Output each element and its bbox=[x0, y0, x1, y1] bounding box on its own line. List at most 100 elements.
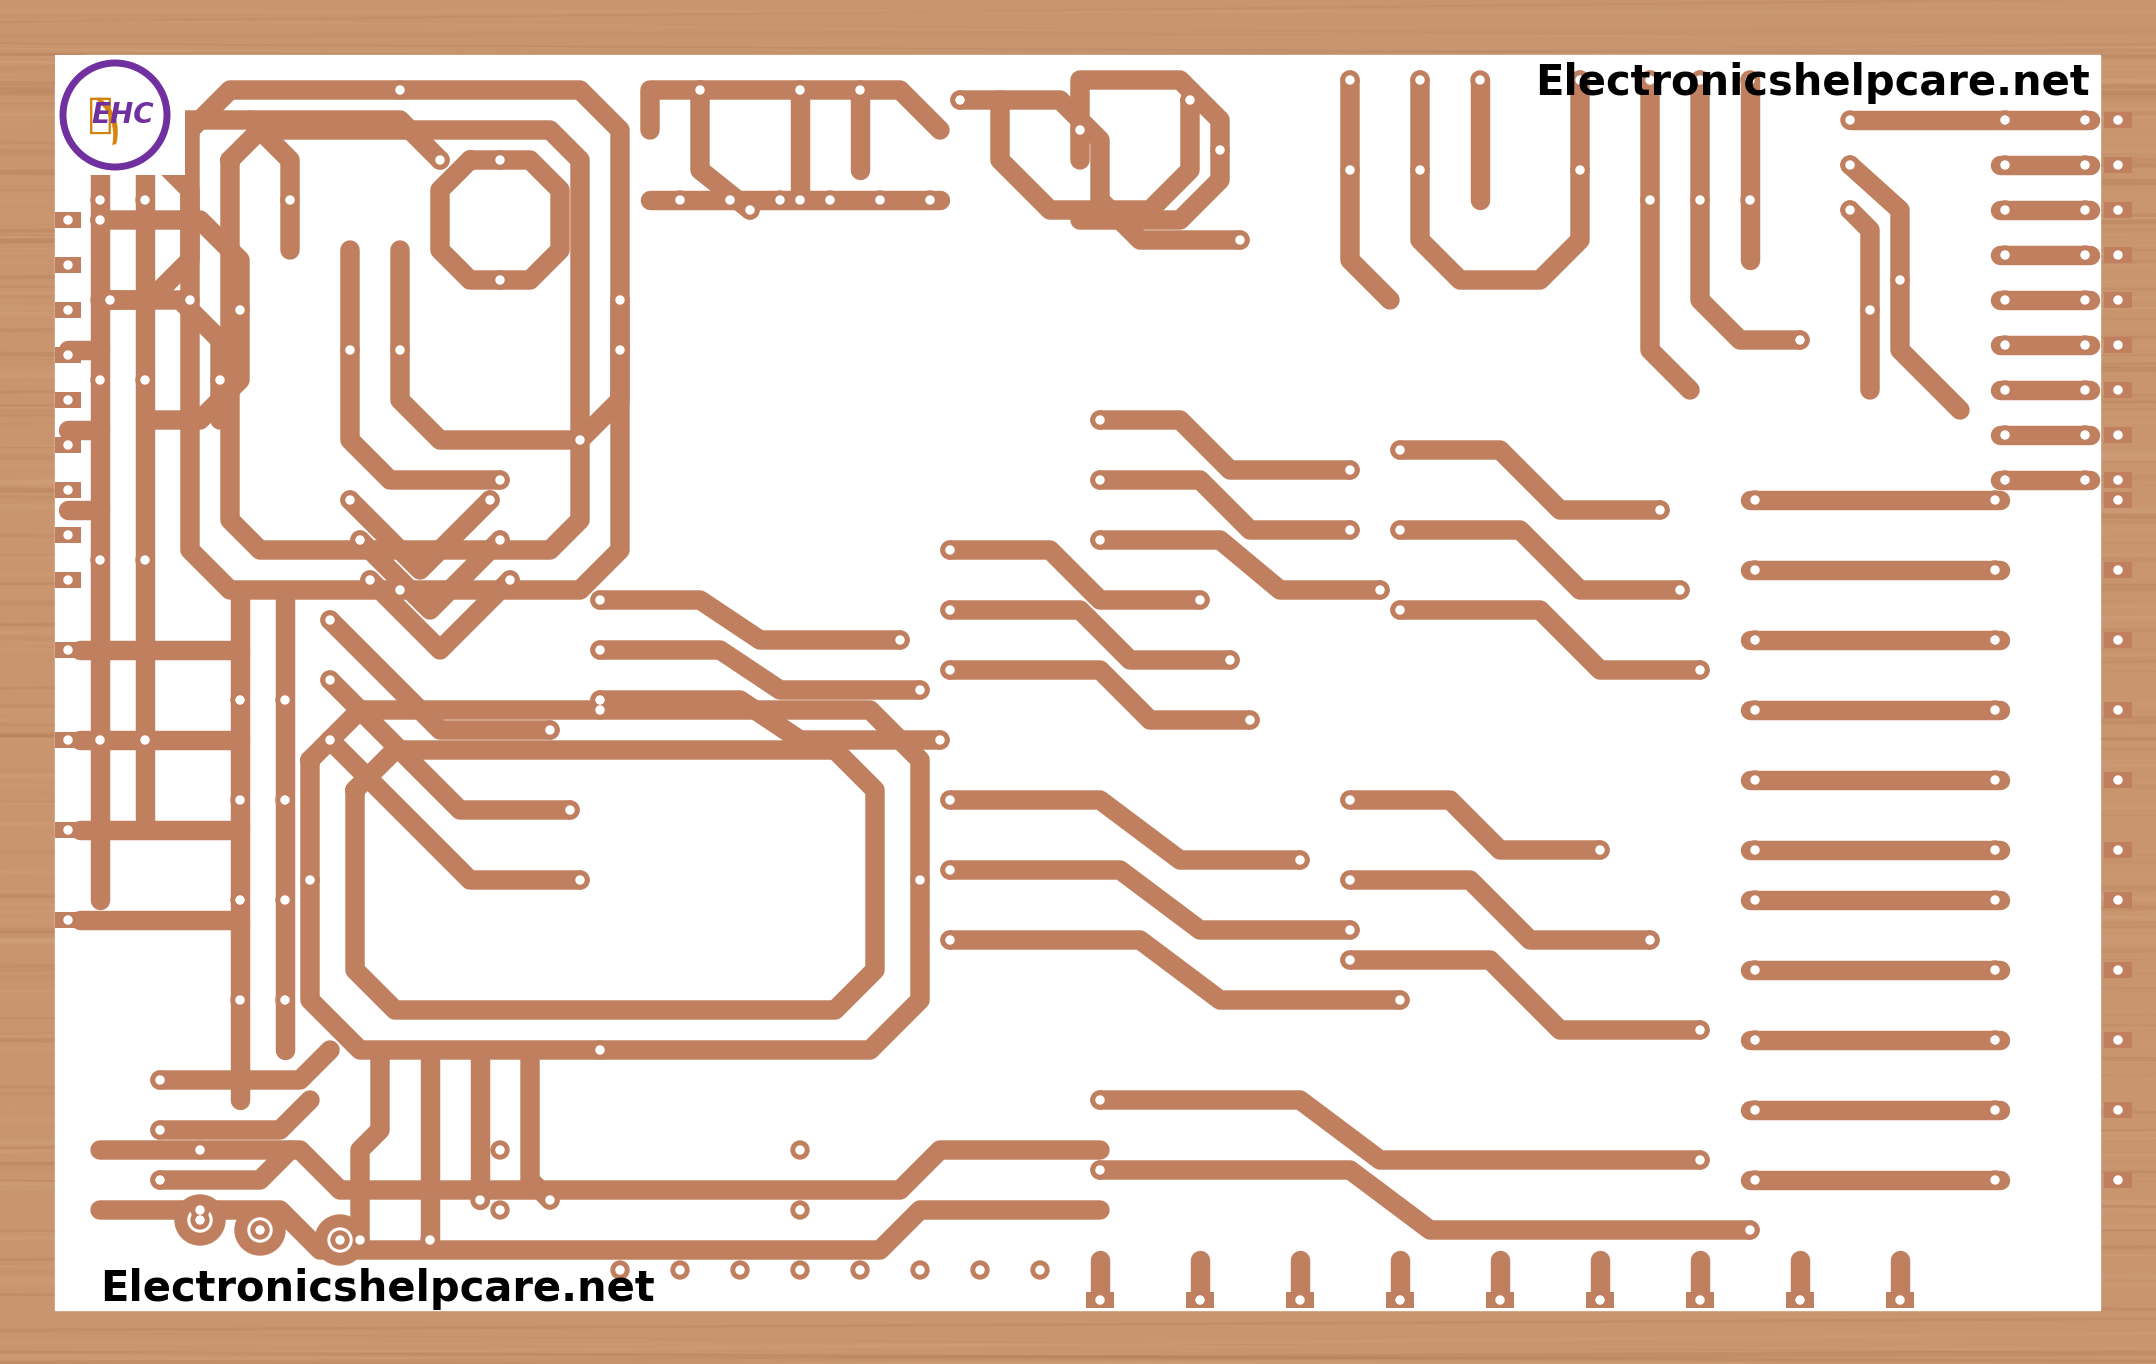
Circle shape bbox=[1341, 791, 1358, 809]
Circle shape bbox=[2076, 201, 2093, 220]
Circle shape bbox=[1697, 666, 1703, 674]
Circle shape bbox=[1751, 776, 1759, 784]
Circle shape bbox=[321, 671, 338, 689]
Circle shape bbox=[492, 271, 509, 289]
Circle shape bbox=[367, 576, 373, 584]
Circle shape bbox=[97, 216, 103, 224]
Circle shape bbox=[912, 872, 929, 889]
Circle shape bbox=[1341, 71, 1358, 89]
Text: 🏃: 🏃 bbox=[88, 94, 112, 136]
Circle shape bbox=[576, 436, 584, 445]
Circle shape bbox=[2115, 1037, 2122, 1043]
Circle shape bbox=[617, 296, 623, 304]
Circle shape bbox=[175, 1195, 224, 1245]
Circle shape bbox=[2001, 296, 2009, 304]
Circle shape bbox=[91, 551, 110, 569]
Circle shape bbox=[65, 486, 71, 494]
Circle shape bbox=[2081, 476, 2089, 484]
Circle shape bbox=[912, 681, 929, 698]
Circle shape bbox=[162, 140, 179, 160]
Circle shape bbox=[1416, 166, 1423, 175]
Circle shape bbox=[397, 587, 403, 593]
Circle shape bbox=[257, 1226, 263, 1234]
Circle shape bbox=[496, 1146, 505, 1154]
Circle shape bbox=[2115, 776, 2122, 784]
Circle shape bbox=[940, 662, 959, 679]
Circle shape bbox=[1751, 707, 1759, 713]
Circle shape bbox=[1746, 771, 1764, 788]
Bar bbox=[2104, 157, 2132, 173]
Circle shape bbox=[1216, 146, 1225, 154]
Circle shape bbox=[1395, 446, 1404, 454]
Circle shape bbox=[1341, 461, 1358, 479]
Circle shape bbox=[1751, 1106, 1759, 1114]
Circle shape bbox=[91, 211, 110, 229]
Circle shape bbox=[610, 341, 630, 359]
Circle shape bbox=[196, 1215, 205, 1224]
Circle shape bbox=[897, 636, 903, 644]
Circle shape bbox=[65, 827, 71, 833]
Circle shape bbox=[356, 536, 364, 544]
Circle shape bbox=[1751, 496, 1759, 505]
Circle shape bbox=[65, 261, 71, 269]
Circle shape bbox=[2081, 386, 2089, 394]
Circle shape bbox=[2115, 846, 2122, 854]
Circle shape bbox=[610, 1260, 630, 1279]
Bar bbox=[1186, 1292, 1214, 1308]
Circle shape bbox=[1395, 1296, 1404, 1304]
Bar bbox=[2104, 247, 2132, 263]
Circle shape bbox=[2076, 471, 2093, 490]
Circle shape bbox=[1861, 301, 1880, 319]
Bar bbox=[56, 732, 82, 747]
Circle shape bbox=[742, 201, 759, 220]
Circle shape bbox=[476, 1196, 483, 1204]
Circle shape bbox=[1742, 191, 1759, 209]
Circle shape bbox=[931, 731, 949, 749]
Circle shape bbox=[1296, 857, 1304, 863]
Circle shape bbox=[940, 861, 959, 878]
Circle shape bbox=[248, 1218, 272, 1243]
Circle shape bbox=[2076, 426, 2093, 445]
Circle shape bbox=[1895, 276, 1904, 284]
Bar bbox=[2104, 892, 2132, 908]
Circle shape bbox=[1345, 876, 1354, 884]
Circle shape bbox=[1572, 71, 1589, 89]
Circle shape bbox=[321, 611, 338, 629]
Bar bbox=[56, 256, 82, 273]
Text: Electronicshelpcare.net: Electronicshelpcare.net bbox=[99, 1269, 655, 1309]
Circle shape bbox=[1675, 587, 1684, 593]
Circle shape bbox=[796, 1146, 804, 1154]
Circle shape bbox=[276, 692, 293, 709]
Circle shape bbox=[1990, 896, 1999, 904]
Bar bbox=[56, 913, 82, 928]
Circle shape bbox=[492, 471, 509, 490]
Circle shape bbox=[2081, 251, 2089, 259]
Circle shape bbox=[280, 696, 289, 704]
Circle shape bbox=[1846, 161, 1854, 169]
Circle shape bbox=[1595, 1296, 1604, 1304]
Circle shape bbox=[912, 1260, 929, 1279]
Bar bbox=[1485, 1292, 1514, 1308]
Circle shape bbox=[856, 86, 865, 94]
Circle shape bbox=[1197, 596, 1203, 604]
Circle shape bbox=[1197, 1296, 1203, 1304]
Circle shape bbox=[871, 191, 888, 209]
Circle shape bbox=[1645, 196, 1654, 205]
Circle shape bbox=[235, 797, 244, 803]
Circle shape bbox=[1996, 246, 2014, 265]
Bar bbox=[2104, 562, 2132, 578]
Circle shape bbox=[1076, 125, 1084, 134]
Circle shape bbox=[1746, 962, 1764, 979]
Bar bbox=[56, 301, 82, 318]
Circle shape bbox=[328, 1228, 351, 1252]
Circle shape bbox=[1671, 581, 1688, 599]
Circle shape bbox=[2076, 381, 2093, 400]
Circle shape bbox=[2115, 496, 2122, 505]
Circle shape bbox=[1751, 846, 1759, 854]
Circle shape bbox=[1416, 76, 1423, 85]
Circle shape bbox=[492, 1142, 509, 1159]
Circle shape bbox=[1996, 155, 2014, 175]
Circle shape bbox=[541, 722, 558, 739]
Circle shape bbox=[1095, 536, 1104, 544]
Circle shape bbox=[196, 1206, 205, 1214]
